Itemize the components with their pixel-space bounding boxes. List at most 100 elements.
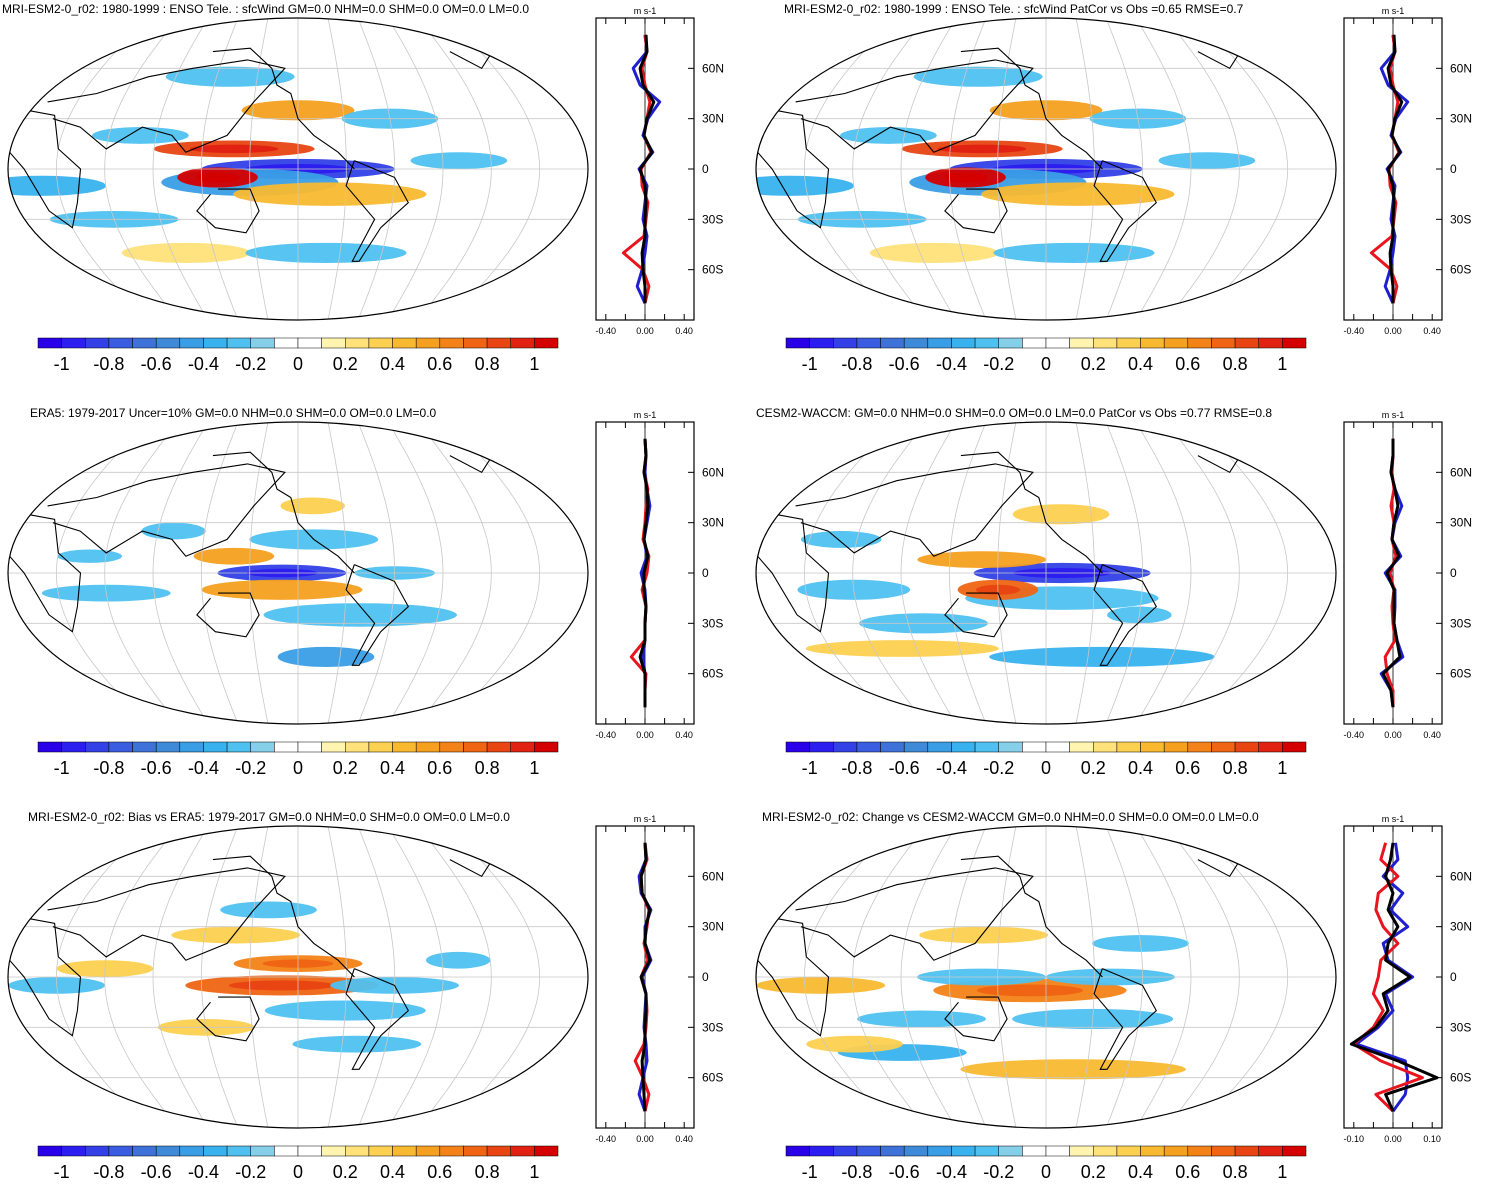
- colorbar-swatch: [345, 337, 370, 349]
- anomaly-region: [165, 66, 295, 87]
- colorbar-tick-label: -1: [802, 758, 818, 778]
- lat-tick-label: 30S: [702, 616, 723, 630]
- colorbar-tick-label: -0.2: [235, 354, 266, 374]
- anomaly-region: [201, 579, 363, 600]
- colorbar-swatch: [880, 741, 905, 753]
- colorbar-tick-label: -1: [54, 758, 70, 778]
- colorbar-swatch: [880, 337, 905, 349]
- anomaly-region: [193, 547, 275, 565]
- colorbar-tick-label: -1: [54, 1162, 70, 1182]
- colorbar-swatch: [534, 741, 559, 753]
- colorbar-swatch: [439, 337, 464, 349]
- colorbar-swatch: [927, 741, 952, 753]
- anomaly-region: [121, 242, 251, 263]
- lat-tick-label: 30N: [702, 516, 724, 530]
- colorbar-tick-label: 0.8: [1223, 758, 1248, 778]
- anomaly-region: [756, 977, 886, 994]
- colorbar-tick-label: 0: [293, 758, 303, 778]
- panel-title: CESM2-WACCM: GM=0.0 NHM=0.0 SHM=0.0 OM=0…: [756, 406, 1272, 420]
- colorbar-swatch: [856, 1145, 881, 1157]
- anomaly-region: [805, 640, 999, 657]
- colorbar-swatch: [809, 337, 834, 349]
- colorbar-tick-label: -0.4: [936, 1162, 967, 1182]
- colorbar-swatch: [1069, 1145, 1094, 1157]
- lat-tick-label: 60N: [702, 465, 724, 479]
- anomaly-region: [960, 1059, 1186, 1080]
- colorbar-swatch: [1187, 741, 1212, 753]
- colorbar: -1 -0.8 -0.6 -0.4 -0.2 0 0.2 0.4 0.6 0.8 1: [37, 1145, 559, 1182]
- colorbar-swatch: [345, 741, 370, 753]
- colorbar-swatch: [85, 1145, 110, 1157]
- anomaly-region: [263, 603, 457, 627]
- colorbar-swatch: [833, 1145, 858, 1157]
- colorbar-swatch: [108, 741, 133, 753]
- colorbar-tick-label: 0: [293, 354, 303, 374]
- colorbar-swatch: [1163, 1145, 1189, 1157]
- colorbar-swatch: [274, 741, 299, 753]
- anomaly-region: [92, 127, 189, 144]
- profile-series-blue: [1354, 842, 1415, 1113]
- lat-tick-label: 30N: [702, 112, 724, 126]
- colorbar-swatch: [392, 1145, 417, 1157]
- colorbar-swatch: [108, 1145, 133, 1157]
- colorbar-swatch: [903, 1145, 929, 1157]
- colorbar-swatch: [1282, 1145, 1307, 1157]
- profile-series-black: [638, 34, 656, 304]
- colorbar-tick-label: 0: [293, 1162, 303, 1182]
- colorbar-swatch: [1140, 1145, 1165, 1157]
- colorbar-swatch: [463, 1145, 488, 1157]
- profile-x-tick-label: 0.10: [1423, 1134, 1441, 1144]
- colorbar-tick-label: 1: [1277, 758, 1287, 778]
- colorbar-swatch: [463, 337, 488, 349]
- colorbar-tick-label: 0.6: [427, 758, 452, 778]
- colorbar-swatch: [297, 1145, 322, 1157]
- profile-units: m s-1: [1382, 814, 1405, 824]
- lat-tick-label: 30S: [702, 1020, 723, 1034]
- colorbar-swatch: [510, 337, 535, 349]
- colorbar-swatch: [880, 1145, 905, 1157]
- anomaly-region: [981, 182, 1175, 206]
- colorbar-tick-label: -0.4: [936, 758, 967, 778]
- colorbar-tick-label: 0: [1041, 758, 1051, 778]
- lat-tick-label: 60N: [702, 869, 724, 883]
- zonal-profile: m s-1 60N 30N 0 30S 60S -0.40 0.00 0.40: [1343, 6, 1472, 336]
- colorbar-swatch: [61, 741, 86, 753]
- graticule: [8, 826, 588, 1128]
- colorbar-swatch: [903, 337, 929, 349]
- colorbar-swatch: [785, 741, 810, 753]
- colorbar-tick-label: 0.6: [427, 1162, 452, 1182]
- colorbar-swatch: [1258, 1145, 1283, 1157]
- profile-x-tick-label: 0.40: [675, 1134, 693, 1144]
- colorbar-tick-label: -0.8: [841, 354, 872, 374]
- lat-tick-label: 60S: [1450, 1071, 1471, 1085]
- panel-3: ERA5: 1979-2017 Uncer=10% GM=0.0 NHM=0.0…: [7, 406, 724, 778]
- colorbar-swatch: [486, 741, 511, 753]
- lat-tick-label: 30S: [1450, 616, 1471, 630]
- colorbar-swatch: [85, 337, 110, 349]
- graticule: [756, 422, 1336, 724]
- zonal-profile: m s-1 60N 30N 0 30S 60S -0.40 0.00 0.40: [595, 410, 724, 740]
- colorbar-swatch: [463, 741, 488, 753]
- colorbar-swatch: [415, 1145, 441, 1157]
- colorbar-tick-label: -0.6: [889, 354, 920, 374]
- colorbar-swatch: [974, 1145, 999, 1157]
- colorbar-swatch: [1234, 741, 1259, 753]
- anomaly-region: [410, 152, 508, 169]
- anomaly-region: [919, 926, 1049, 944]
- lat-tick-label: 60S: [702, 667, 723, 681]
- map: [8, 422, 588, 724]
- colorbar-swatch: [1211, 337, 1236, 349]
- colorbar-tick-label: 0.2: [1081, 758, 1106, 778]
- colorbar-tick-label: -0.2: [235, 1162, 266, 1182]
- colorbar-tick-label: 0.2: [1081, 1162, 1106, 1182]
- profile-units: m s-1: [634, 6, 657, 16]
- colorbar-swatch: [856, 741, 881, 753]
- lat-tick-label: 60N: [1450, 61, 1472, 75]
- panel-title: MRI-ESM2-0_r02: Change vs CESM2-WACCM GM…: [762, 810, 1259, 824]
- lat-tick-label: 0: [702, 970, 709, 984]
- colorbar-swatch: [321, 741, 346, 753]
- colorbar-swatch: [1069, 337, 1094, 349]
- colorbar-tick-label: 0.4: [1128, 1162, 1153, 1182]
- lat-tick-label: 30N: [1450, 920, 1472, 934]
- lat-tick-label: 0: [702, 162, 709, 176]
